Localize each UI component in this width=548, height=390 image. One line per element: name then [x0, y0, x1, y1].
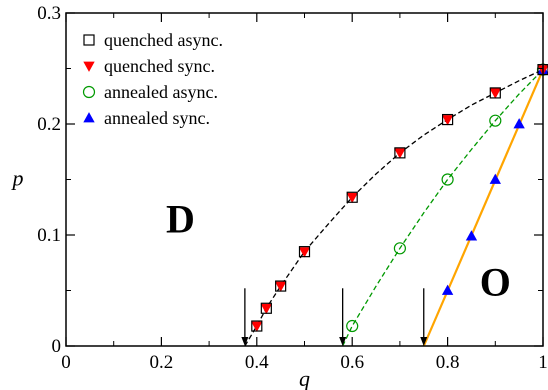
threshold-arrow-head	[420, 337, 428, 346]
data-point-circle	[82, 85, 96, 99]
dashed-fit-curve	[342, 69, 544, 347]
x-tick-label: 0.8	[436, 352, 460, 373]
data-point-down-triangle	[441, 115, 454, 126]
data-point-up-triangle	[489, 173, 501, 184]
x-tick-label: 0.6	[340, 352, 364, 373]
data-point-square	[251, 320, 263, 332]
data-point-square	[275, 280, 287, 292]
legend-entry-label: quenched sync.	[104, 56, 215, 76]
dashed-fit-curve	[244, 69, 544, 347]
data-point-up-triangle	[441, 284, 454, 295]
data-point-down-triangle	[83, 61, 95, 72]
data-point-down-triangle	[260, 303, 273, 315]
legend: quenched async. quenched sync. annealed as…	[82, 30, 223, 128]
region-label-o: O	[480, 260, 511, 305]
data-point-up-triangle	[465, 230, 478, 241]
data-point-circle	[441, 173, 454, 186]
y-tick-label: 0.1	[37, 225, 61, 246]
data-point-square	[442, 113, 454, 126]
x-axis-title: q	[299, 366, 310, 390]
x-tick-label: 1	[538, 352, 548, 373]
data-point-square	[346, 191, 358, 203]
data-point-square	[489, 87, 501, 99]
region-label-d: D	[166, 196, 195, 241]
y-tick-label: 0	[52, 336, 62, 357]
threshold-arrows	[241, 288, 428, 346]
data-point-circle	[346, 319, 359, 333]
x-tick-label: 0.4	[245, 352, 269, 373]
data-point-up-triangle	[83, 112, 95, 123]
data-point-square	[298, 246, 311, 258]
legend-entry-label: annealed sync.	[104, 108, 210, 128]
region-labels: DO	[166, 196, 511, 304]
data-point-circle	[489, 114, 502, 127]
axis-ticks: 0 0.2 0.4 0.6 0.8 1 0 0.1 0.2 0.3	[37, 3, 548, 373]
y-tick-label: 0.3	[37, 3, 61, 24]
data-point-up-triangle	[513, 118, 525, 129]
y-tick-label: 0.2	[37, 114, 61, 135]
solid-fit-line	[422, 69, 545, 347]
data-point-down-triangle	[274, 281, 287, 292]
data-point-down-triangle	[298, 247, 311, 258]
data-point-circle	[393, 242, 406, 255]
threshold-arrow-head	[339, 337, 347, 346]
x-tick-label: 0	[61, 352, 71, 373]
legend-entry-label: quenched async.	[104, 30, 223, 50]
legend-entry-label: annealed async.	[104, 82, 218, 102]
data-point-square	[83, 34, 95, 46]
fit-curves	[244, 69, 545, 347]
data-point-square	[260, 302, 272, 314]
data-point-down-triangle	[346, 192, 358, 204]
data-point-down-triangle	[489, 88, 501, 99]
x-tick-label: 0.2	[150, 352, 174, 373]
threshold-arrow-head	[241, 337, 249, 346]
data-point-down-triangle	[251, 321, 263, 332]
data-point-square	[394, 147, 406, 159]
data-point-down-triangle	[394, 148, 406, 159]
y-axis-title: p	[11, 166, 24, 191]
